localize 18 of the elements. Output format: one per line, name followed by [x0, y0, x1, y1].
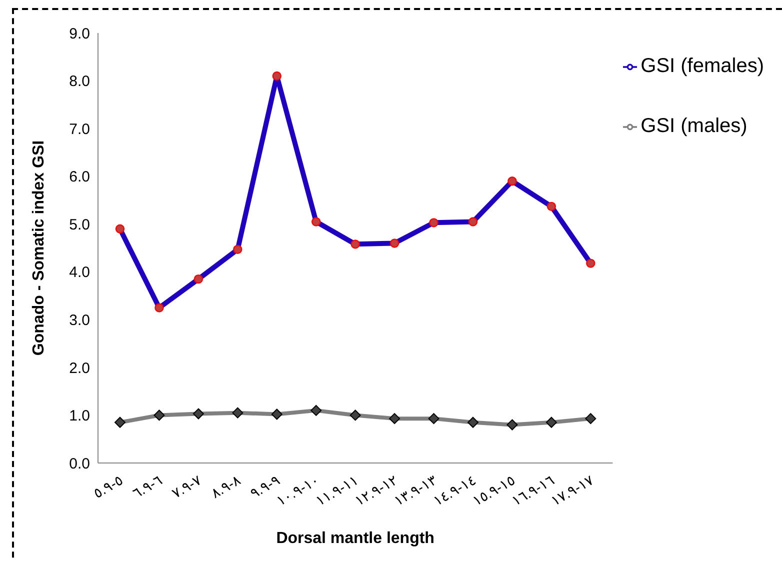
legend-label: GSI (males) [640, 115, 748, 137]
y-tick-label: 1.0 [69, 408, 90, 425]
y-tick-label: 7.0 [69, 120, 90, 138]
y-tick-label: 9.0 [69, 25, 90, 42]
y-tick-label: 5.0 [69, 216, 90, 234]
y-tick-label: 0.0 [69, 455, 90, 472]
x-tick-label: ٥.٩-٥ [90, 472, 126, 502]
y-tick-label: 2.0 [69, 360, 90, 377]
x-axis-title: Dorsal mantle length [276, 530, 434, 547]
x-tick-label: ٦.٩-٦ [130, 472, 165, 502]
y-tick-label: 4.0 [69, 264, 90, 282]
y-tick-label: 3.0 [69, 312, 90, 329]
y-axis-title: Gonado - Somatic index GSI [30, 140, 48, 356]
x-tick-label: ٨.٩-٨ [208, 472, 244, 502]
y-tick-label: 6.0 [69, 168, 90, 186]
y-tick-label: 8.0 [69, 73, 90, 90]
x-tick-label: ٧.٩-٧ [168, 472, 204, 502]
legend-label: GSI (females) [640, 55, 764, 77]
